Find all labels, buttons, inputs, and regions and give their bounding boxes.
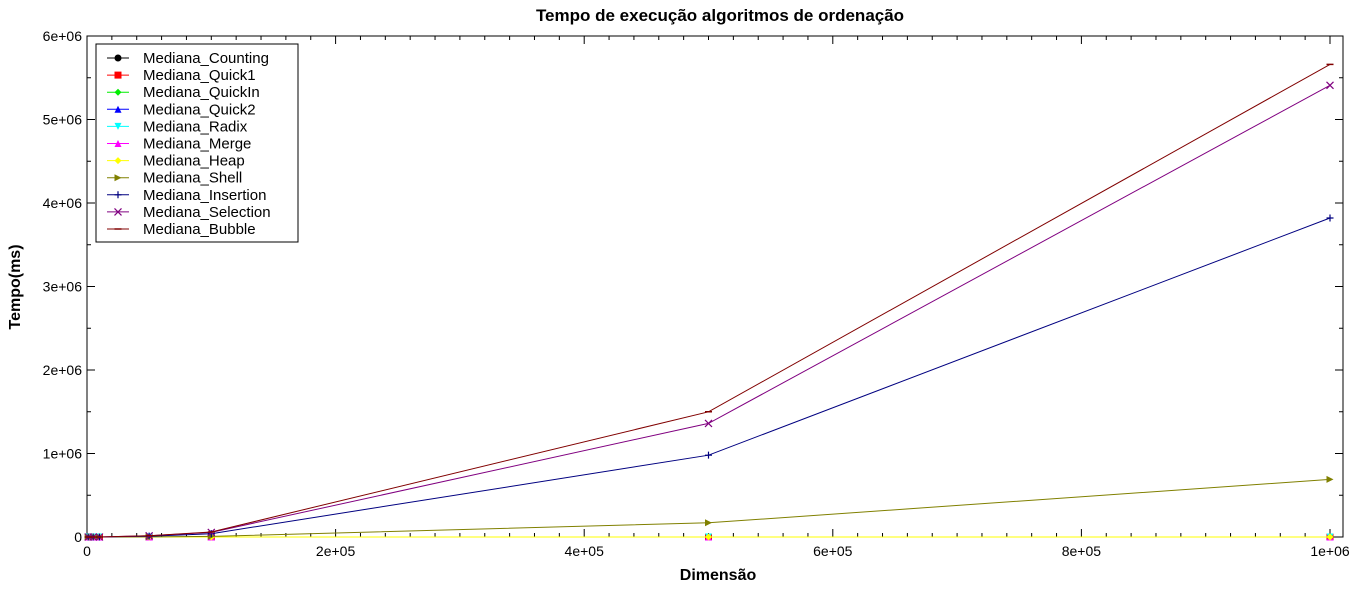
- series-mediana-shell: [84, 475, 1334, 541]
- x-axis-label: Dimensão: [680, 567, 757, 584]
- legend-box: [95, 43, 299, 243]
- legend-item: Mediana_Radix: [107, 118, 248, 135]
- data-point: [704, 419, 713, 428]
- x-tick-label: 8e+05: [1062, 543, 1102, 559]
- y-tick-label: 6e+06: [43, 28, 83, 44]
- x-tick-label: 0: [83, 543, 91, 559]
- legend-label: Mediana_Bubble: [143, 221, 256, 238]
- legend-marker: [114, 140, 122, 147]
- legend-marker: [114, 71, 122, 79]
- series-mediana-bubble: [84, 63, 1334, 538]
- legend-item: Mediana_Shell: [107, 170, 242, 187]
- legend-marker: [114, 105, 122, 113]
- x-tick-label: 2e+05: [316, 543, 356, 559]
- legend-label: Mediana_Quick1: [143, 67, 256, 84]
- legend-item: Mediana_Counting: [107, 50, 269, 67]
- y-tick-label: 1e+06: [43, 446, 83, 462]
- y-tick-label: 2e+06: [43, 362, 83, 378]
- data-point: [705, 533, 712, 541]
- legend-marker: [114, 122, 122, 130]
- legend-label: Mediana_Insertion: [143, 187, 266, 204]
- legend-item: Mediana_Bubble: [107, 221, 256, 238]
- legend-marker: [114, 88, 122, 96]
- legend-label: Mediana_Merge: [143, 136, 251, 153]
- legend-item: Mediana_QuickIn: [107, 84, 260, 101]
- y-tick-label: 5e+06: [43, 112, 83, 128]
- data-point: [1326, 81, 1334, 90]
- y-tick-label: 0: [74, 529, 82, 545]
- legend-item: Mediana_Merge: [107, 136, 251, 153]
- series-line: [88, 478, 1331, 538]
- legend-marker: [114, 191, 122, 199]
- legend-label: Mediana_QuickIn: [143, 84, 260, 101]
- legend-item: Mediana_Selection: [107, 204, 271, 221]
- data-point: [705, 451, 712, 459]
- chart-title: Tempo de execução algoritmos de ordenaçã…: [536, 6, 904, 25]
- y-tick-label: 4e+06: [43, 195, 83, 211]
- legend-item: Mediana_Insertion: [107, 187, 266, 204]
- x-tick-label: 4e+05: [565, 543, 605, 559]
- legend-label: Mediana_Heap: [143, 153, 245, 170]
- legend-label: Mediana_Selection: [143, 204, 271, 221]
- legend-marker: [114, 157, 122, 165]
- y-axis-label: Tempo(ms): [7, 244, 24, 329]
- legend-label: Mediana_Radix: [143, 118, 248, 135]
- legend-label: Mediana_Shell: [143, 170, 242, 187]
- data-point: [1326, 533, 1334, 541]
- x-tick-label: 6e+05: [813, 543, 853, 559]
- x-tick-label: 1e+06: [1310, 543, 1350, 559]
- data-point: [1326, 475, 1334, 483]
- legend-label: Mediana_Quick2: [143, 101, 256, 118]
- legend-marker: [114, 54, 122, 62]
- legend-item: Mediana_Quick1: [107, 67, 256, 84]
- data-point: [1326, 214, 1334, 222]
- data-point: [705, 519, 712, 527]
- y-tick-label: 3e+06: [43, 279, 83, 295]
- legend-label: Mediana_Counting: [143, 50, 269, 67]
- series-line: [88, 217, 1331, 538]
- legend-item: Mediana_Heap: [107, 153, 245, 170]
- legend-marker: [114, 174, 122, 182]
- legend-marker: [114, 207, 122, 216]
- legend-item: Mediana_Quick2: [107, 101, 256, 118]
- series-mediana-insertion: [84, 214, 1334, 541]
